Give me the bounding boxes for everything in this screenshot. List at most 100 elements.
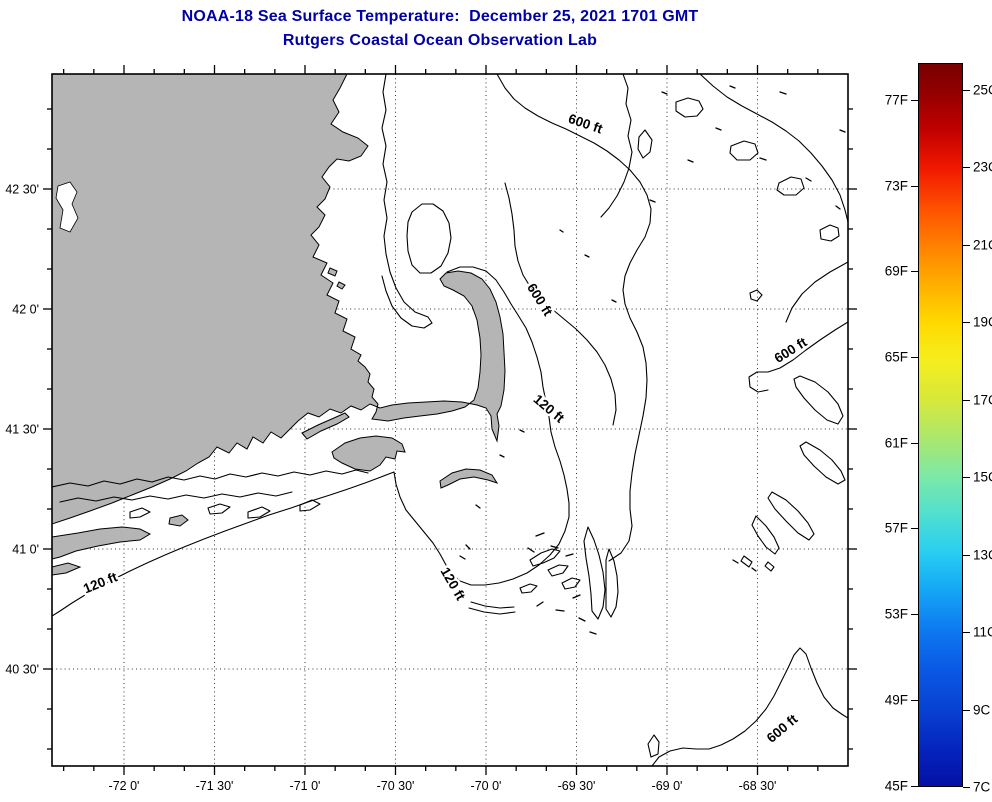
- colorbar-fahrenheit-label: 69F: [884, 263, 908, 279]
- contour-600ft: [504, 182, 617, 426]
- colorbar-tick: [911, 443, 918, 444]
- colorbar-tick: [963, 710, 970, 711]
- colorbar-fahrenheit-label: 53F: [884, 606, 908, 622]
- page-subtitle: Rutgers Coastal Ocean Observation Lab: [282, 32, 598, 49]
- contour-gulf-of-maine: [600, 74, 633, 218]
- contour-nantucket-shoals: [605, 548, 619, 618]
- contour-shoal: [519, 583, 538, 594]
- contour-gulf-of-maine: [785, 261, 848, 323]
- contour-fragment: [247, 506, 271, 519]
- axis-ticks: [43, 65, 857, 775]
- colorbar-tick: [911, 271, 918, 272]
- contour-fragment: [776, 176, 805, 196]
- colorbar-tick: [911, 186, 918, 187]
- colorbar-celsius-label: 23C: [973, 159, 992, 175]
- contour-shoal: [547, 564, 569, 577]
- contour-120ft: [52, 266, 570, 617]
- colorbar-tick: [963, 632, 970, 633]
- colorbar-fahrenheit-label: 61F: [884, 435, 908, 451]
- land-mainland-new-england: [52, 74, 506, 525]
- contour-nantucket-shoals: [583, 526, 606, 620]
- contour-600ft-east: [748, 321, 848, 393]
- contour-fragment: [129, 507, 151, 519]
- page-title: NOAA-18 Sea Surface Temperature: Decembe…: [181, 8, 699, 25]
- colorbar-celsius-label: 11C: [973, 624, 992, 640]
- colorbar-celsius-label: 17C: [973, 392, 992, 408]
- lake: [55, 181, 79, 233]
- y-axis-tick-label: 41 30': [5, 423, 39, 437]
- y-axis-tick-label: 40 30': [5, 663, 39, 677]
- colorbar-celsius-label: 15C: [973, 469, 992, 485]
- x-axis-tick-label: -69 0': [652, 779, 683, 793]
- land-long-island-spit: [52, 562, 82, 576]
- contour-sliver: [767, 491, 815, 541]
- contour-sliver: [740, 555, 753, 568]
- colorbar-celsius-label: 21C: [973, 237, 992, 253]
- colorbar-tick: [963, 477, 970, 478]
- axis-labels: -72 0' -71 30' -71 0' -70 30' -70 0' -69 30' -…: [5, 183, 776, 794]
- land-elizabeth-islands: [301, 412, 350, 440]
- x-axis-tick-label: -68 30': [739, 779, 777, 793]
- x-axis-tick-label: -70 30': [377, 779, 415, 793]
- contour-fragment: [207, 503, 231, 515]
- land-block-island: [168, 514, 189, 527]
- map-frame: [51, 73, 849, 767]
- land-harbor-islet: [336, 281, 346, 290]
- colorbar-fahrenheit-label: 65F: [884, 349, 908, 365]
- contour-fragment: [299, 499, 321, 512]
- contour-fragment: [819, 224, 840, 242]
- colorbar-tick: [963, 90, 970, 91]
- colorbar-fahrenheit-label: 57F: [884, 520, 908, 536]
- contour-sliver: [799, 441, 846, 485]
- colorbar-fahrenheit-label: 77F: [884, 92, 908, 108]
- colorbar: [918, 63, 963, 787]
- contour-shoal: [561, 577, 581, 590]
- x-axis-tick-label: -71 0': [290, 779, 321, 793]
- contour-band: [52, 469, 369, 488]
- y-axis-tick-label: 42 0': [12, 303, 39, 317]
- contour-stellwagen-bank: [406, 203, 452, 274]
- contour-specks: [459, 85, 846, 635]
- contour-fragment: [729, 140, 759, 161]
- colorbar-celsius-label: 7C: [973, 779, 991, 795]
- colorbar-celsius-label: 13C: [973, 547, 992, 563]
- contour-sliver: [793, 375, 844, 425]
- contour-fragment: [749, 289, 763, 302]
- x-axis-tick-label: -72 0': [109, 779, 140, 793]
- colorbar-tick: [911, 786, 918, 787]
- land-long-island-tip: [52, 526, 152, 560]
- colorbar-fahrenheit-label: 73F: [884, 178, 908, 194]
- contour-fragment: [637, 129, 653, 159]
- x-axis-tick-label: -71 30': [196, 779, 234, 793]
- colorbar-tick: [911, 528, 918, 529]
- y-axis-tick-label: 41 0': [12, 543, 39, 557]
- colorbar-celsius-label: 19C: [973, 314, 992, 330]
- bathymetry-contours: [52, 74, 848, 766]
- colorbar-celsius-label: 25C: [973, 82, 992, 98]
- land-harbor-islet: [327, 267, 338, 277]
- contour-offshore: [381, 74, 433, 329]
- colorbar-tick: [911, 700, 918, 701]
- contour-sliver: [751, 515, 780, 555]
- colorbar-tick: [963, 167, 970, 168]
- contour-600ft: [496, 74, 652, 562]
- contour-band: [59, 491, 293, 503]
- colorbar-fahrenheit-label: 49F: [884, 692, 908, 708]
- contour-shoal-channel: [468, 607, 516, 615]
- colorbar-tick: [963, 400, 970, 401]
- y-axis-tick-label: 42 30': [5, 183, 39, 197]
- colorbar-tick: [911, 614, 918, 615]
- x-axis-tick-label: -69 30': [558, 779, 596, 793]
- landmasses: [52, 74, 506, 576]
- x-axis-tick-label: -70 0': [471, 779, 502, 793]
- inland-water: [55, 181, 79, 233]
- colorbar-tick: [911, 357, 918, 358]
- contour-shoal-channel: [470, 601, 515, 609]
- contour-gulf-of-maine: [699, 74, 848, 223]
- colorbar-celsius-label: 9C: [973, 702, 991, 718]
- land-nantucket: [439, 468, 499, 489]
- contour-shoal: [529, 548, 561, 567]
- colorbar-tick: [963, 555, 970, 556]
